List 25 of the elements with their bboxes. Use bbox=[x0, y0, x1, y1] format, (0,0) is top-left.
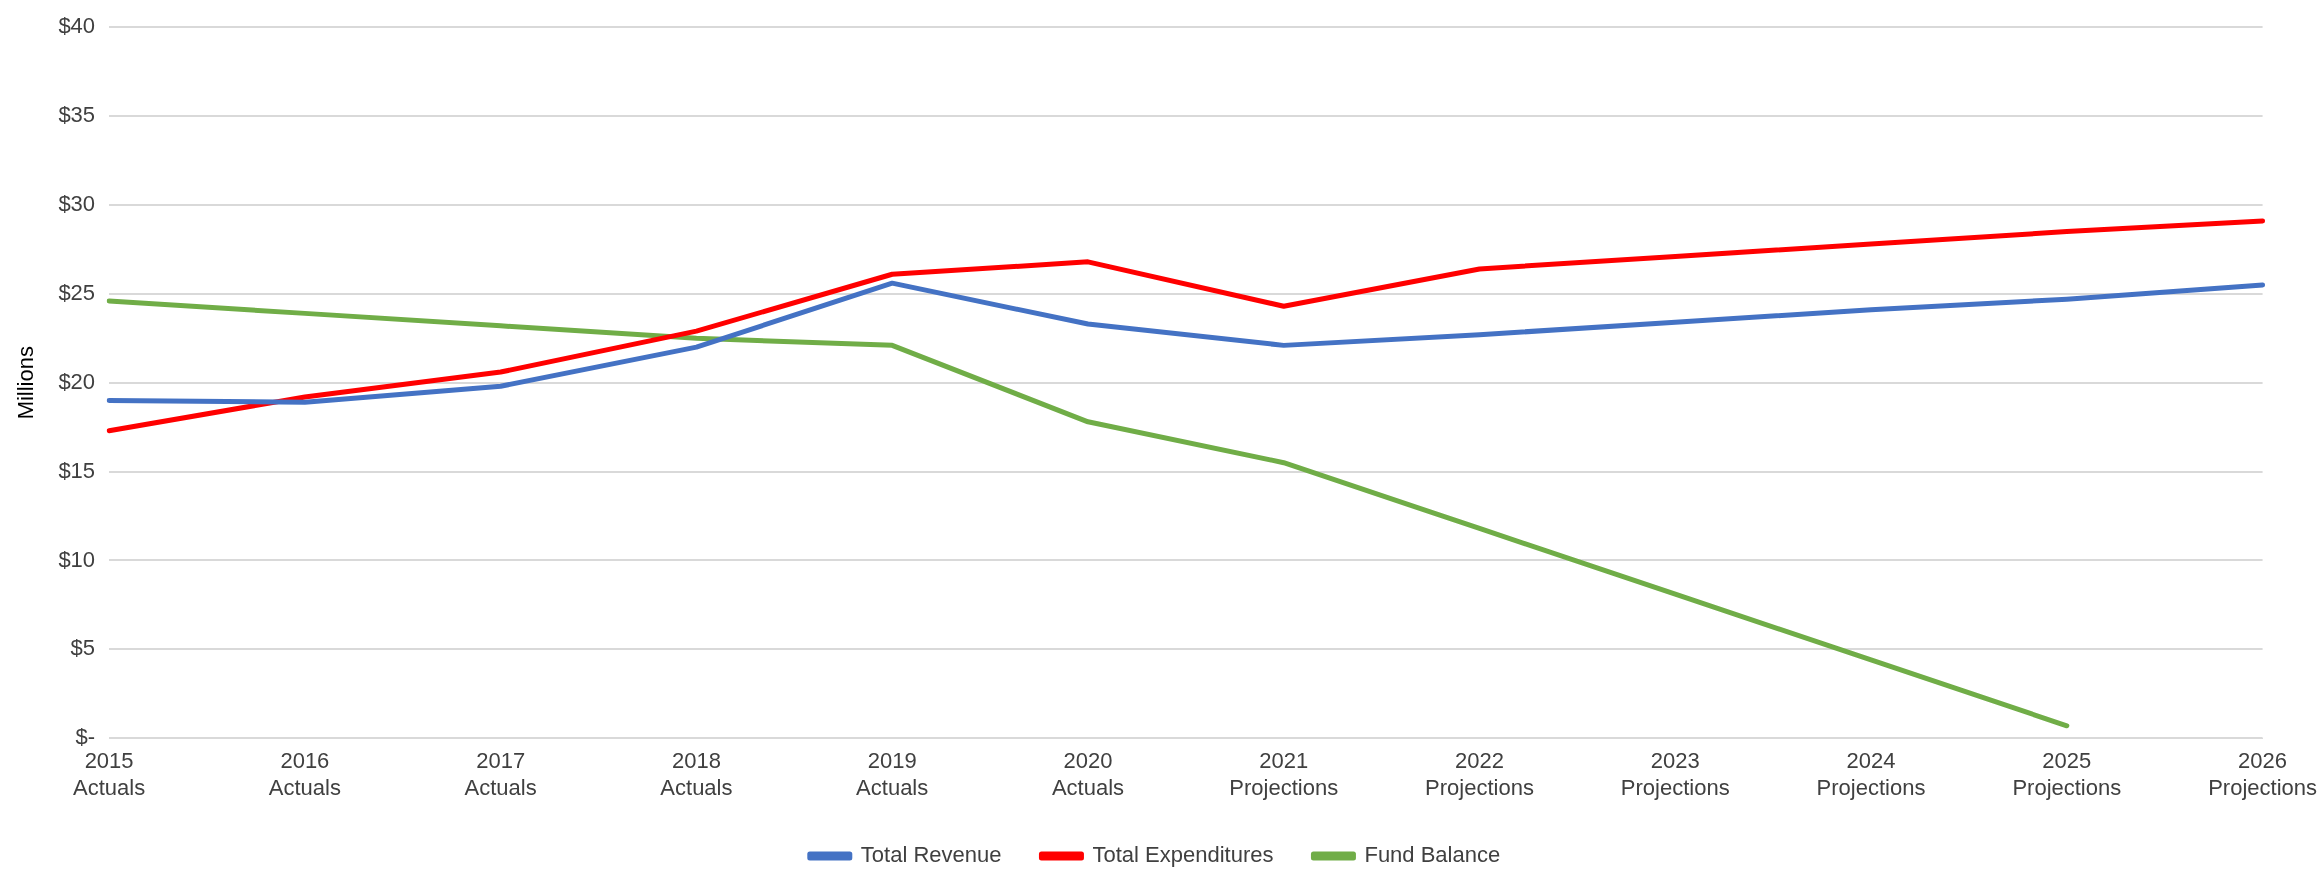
y-tick-label: $5 bbox=[70, 635, 96, 661]
x-tick-label: 2019 Actuals bbox=[856, 748, 929, 800]
x-tick-label: 2023 Projections bbox=[1620, 748, 1730, 800]
x-tick-label: 2016 Actuals bbox=[268, 748, 341, 800]
y-tick-label: $15 bbox=[58, 457, 96, 483]
y-tick-label: $10 bbox=[58, 546, 96, 572]
y-tick-label: $35 bbox=[58, 102, 96, 128]
x-tick-label: 2026 Projections bbox=[2208, 748, 2318, 800]
legend-label: Total Revenue bbox=[860, 842, 1002, 868]
y-axis-title: Millions bbox=[13, 346, 39, 420]
y-tick-label: $40 bbox=[58, 13, 96, 39]
x-tick-label: 2025 Projections bbox=[2012, 748, 2122, 800]
legend-label: Fund Balance bbox=[1364, 842, 1501, 868]
y-tick-label: $20 bbox=[58, 368, 96, 394]
x-tick-label: 2021 Projections bbox=[1229, 748, 1339, 800]
x-tick-label: 2018 Actuals bbox=[660, 748, 733, 800]
x-tick-label: 2015 Actuals bbox=[73, 748, 146, 800]
y-tick-label: $- bbox=[75, 724, 96, 750]
x-tick-label: 2017 Actuals bbox=[464, 748, 537, 800]
x-tick-label: 2022 Projections bbox=[1425, 748, 1534, 800]
x-tick-label: 2024 Projections bbox=[1816, 748, 1926, 800]
legend-label: Total Expenditures bbox=[1092, 842, 1274, 868]
x-tick-label: 2020 Actuals bbox=[1051, 748, 1125, 800]
y-tick-label: $25 bbox=[58, 279, 96, 305]
y-tick-label: $30 bbox=[58, 191, 96, 217]
